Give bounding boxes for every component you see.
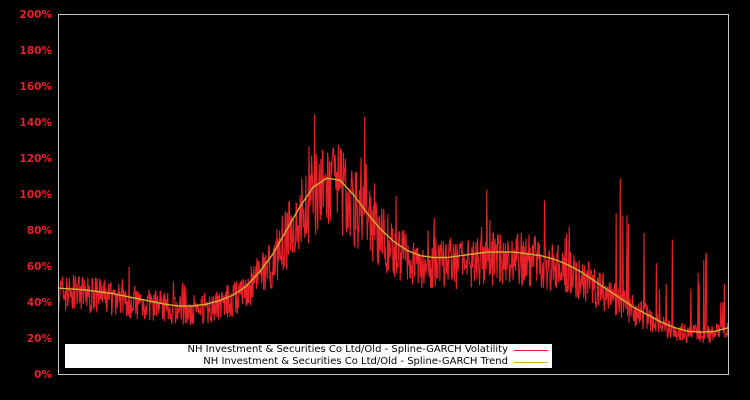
trend-line [58,177,729,333]
legend-label: NH Investment & Securities Co Ltd/Old - … [187,344,508,355]
y-tick-label: 100% [19,189,52,201]
chart-legend: NH Investment & Securities Co Ltd/Old - … [65,344,552,368]
y-tick-label: 40% [26,297,52,309]
y-tick-label: 20% [26,333,52,345]
legend-swatch-line [514,361,548,363]
y-tick-label: 120% [19,153,52,165]
legend-item-trend: NH Investment & Securities Co Ltd/Old - … [203,356,552,368]
y-tick-label: 60% [26,261,52,273]
y-tick-label: 140% [19,117,52,129]
volatility-line [57,114,730,344]
y-tick-label: 0% [34,369,52,381]
legend-label: NH Investment & Securities Co Ltd/Old - … [203,356,508,367]
legend-swatch-line [514,349,548,351]
y-tick-label: 180% [19,45,52,57]
y-tick-label: 200% [19,9,52,21]
plot-series [57,114,730,344]
y-tick-label: 80% [26,225,52,237]
y-tick-label: 160% [19,81,52,93]
legend-item-volatility: NH Investment & Securities Co Ltd/Old - … [187,344,552,356]
plot-frame [58,14,729,375]
